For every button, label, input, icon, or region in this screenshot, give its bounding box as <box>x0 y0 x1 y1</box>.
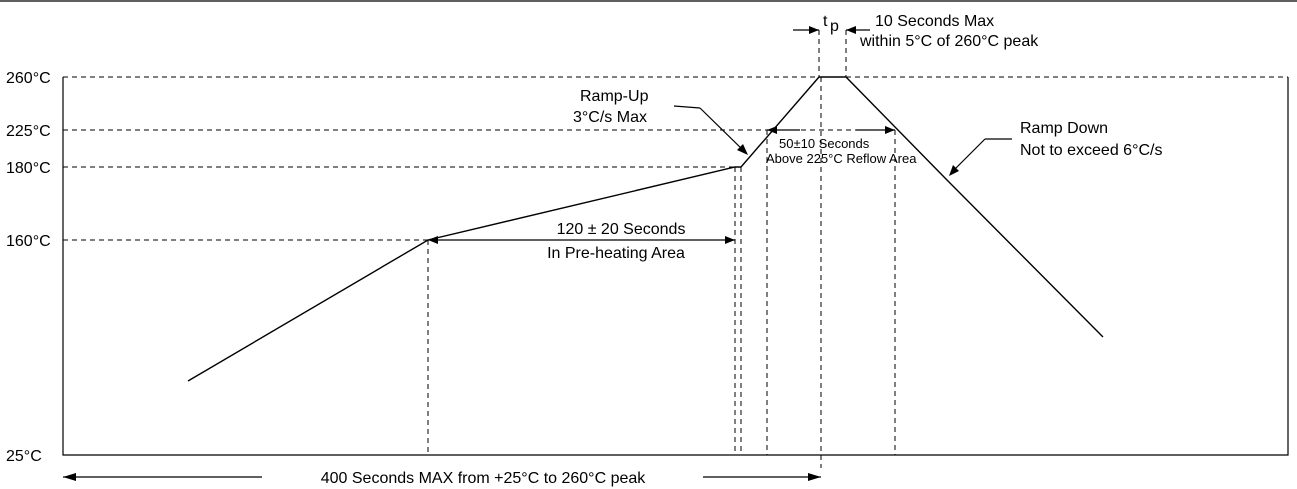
ramp-down-line2: Not to exceed 6°C/s <box>1020 142 1162 159</box>
tp-arrowhead-left <box>809 26 819 34</box>
y-label-180: 180°C <box>6 160 51 177</box>
peak-note-line1: 10 Seconds Max <box>875 13 994 30</box>
tp-symbol-t: t <box>823 13 828 30</box>
tp-arrowhead-right <box>846 26 856 34</box>
y-label-25: 25°C <box>6 448 42 465</box>
ramp-down-arrowhead <box>949 165 959 176</box>
preheat-arrowhead-left <box>428 236 438 244</box>
ramp-up-line2: 3°C/s Max <box>573 109 647 126</box>
total-arrowhead-right <box>808 473 821 481</box>
preheat-line2: In Pre-heating Area <box>547 245 685 262</box>
tp-symbol-p: p <box>830 18 839 35</box>
plot-frame <box>62 77 1289 456</box>
preheat-line1: 120 ± 20 Seconds <box>557 221 686 238</box>
ramp-up-leader <box>673 105 701 109</box>
ramp-down-line1: Ramp Down <box>1020 120 1108 137</box>
y-label-160: 160°C <box>6 233 51 250</box>
ramp-up-line1: Ramp-Up <box>580 88 649 105</box>
temperature-profile-curve <box>187 76 1104 382</box>
reflow-arrowhead-left <box>767 126 777 134</box>
ramp-up-arrowhead <box>737 144 748 155</box>
reflow-line2: Above 225°C Reflow Area <box>766 151 917 166</box>
reflow-arrowhead-right <box>885 126 895 134</box>
reflow-line1: 50±10 Seconds <box>779 136 870 151</box>
peak-note-line2: within 5°C of 260°C peak <box>859 33 1039 50</box>
y-label-225: 225°C <box>6 123 51 140</box>
total-arrowhead-left <box>63 473 76 481</box>
ramp-down-pointer <box>951 138 986 173</box>
y-label-260: 260°C <box>6 70 51 87</box>
total-time-label: 400 Seconds MAX from +25°C to 260°C peak <box>321 470 647 487</box>
ramp-up-pointer <box>699 107 746 153</box>
preheat-arrowhead-right <box>725 236 735 244</box>
